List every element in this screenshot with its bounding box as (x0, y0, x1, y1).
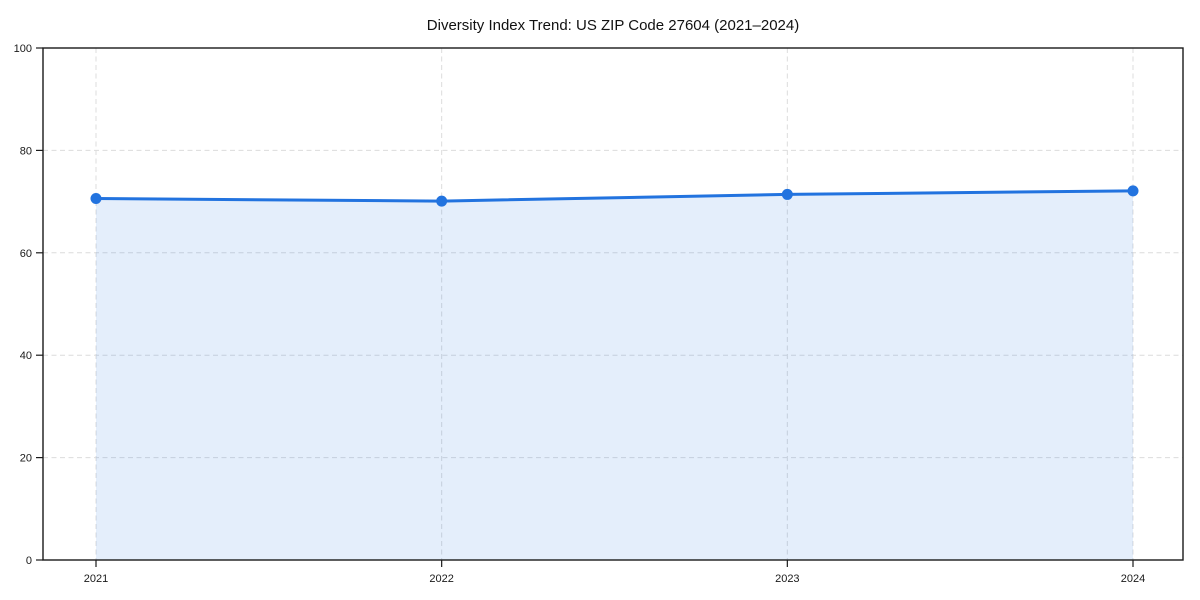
y-tick-label: 20 (20, 453, 32, 465)
chart-title: Diversity Index Trend: US ZIP Code 27604… (427, 17, 799, 34)
y-tick-label: 0 (26, 555, 32, 567)
y-tick-label: 40 (20, 350, 32, 362)
plot-border (42, 47, 1184, 561)
x-tick-label: 2022 (429, 573, 453, 585)
trend-line (94, 189, 1135, 203)
y-tick-label: 100 (14, 43, 32, 55)
data-point-2021 (90, 193, 102, 205)
axes-layer (36, 47, 1184, 567)
data-point-2023 (781, 188, 793, 200)
x-tick-label: 2024 (1121, 573, 1145, 585)
series-layer (90, 185, 1139, 560)
data-point-2024 (1127, 185, 1139, 197)
labels-layer: 0 20 40 60 80 100 2021 2022 2023 2024 (14, 43, 1146, 585)
y-tick-label: 60 (20, 248, 32, 260)
area-fill (96, 190, 1133, 560)
x-tick-label: 2021 (84, 573, 108, 585)
data-point-2022 (436, 195, 448, 207)
x-tick-label: 2023 (775, 573, 799, 585)
y-tick-label: 80 (20, 145, 32, 157)
